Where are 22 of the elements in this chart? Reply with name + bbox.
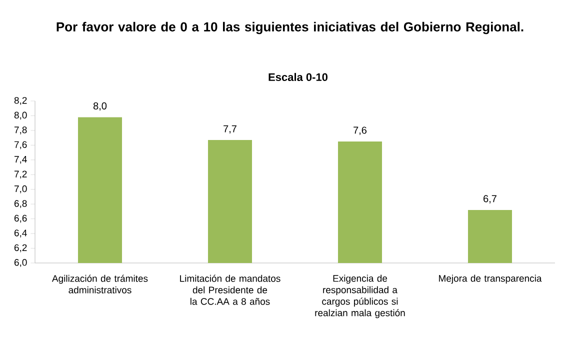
data-label: 7,6 xyxy=(354,126,367,135)
y-tick-label: 8,2 xyxy=(14,97,27,105)
y-tick-label: 6,8 xyxy=(14,200,27,208)
y-tick-label: 6,4 xyxy=(14,230,27,238)
chart-title: Por favor valore de 0 a 10 las siguientes iniciativas del Gobierno Regional. xyxy=(56,22,524,34)
x-tick-label: Exigencia de responsabilidad a cargos públicos si realzian mala gestión xyxy=(315,274,405,318)
x-tick-label: Agilización de trámites administrativos xyxy=(52,274,148,294)
chart-subtitle: Escala 0-10 xyxy=(268,72,328,82)
x-tick-label: Mejora de transparencia xyxy=(439,274,542,284)
y-tick-label: 8,0 xyxy=(14,112,27,120)
y-tick-label: 7,2 xyxy=(14,170,27,179)
data-label: 6,7 xyxy=(484,195,496,204)
y-tick-label: 7,0 xyxy=(14,185,27,194)
y-tick-label: 7,6 xyxy=(14,141,27,150)
data-label: 7,7 xyxy=(224,125,236,134)
y-tick-label: 6,0 xyxy=(14,259,27,267)
y-tick-label: 6,6 xyxy=(14,214,27,223)
data-label: 8,0 xyxy=(93,102,107,111)
y-tick-label: 7,8 xyxy=(14,126,27,134)
y-tick-label: 6,2 xyxy=(14,244,27,252)
x-tick-label: Limitación de mandatos del Presidente de la CC.AA a 8 años xyxy=(180,274,280,305)
y-tick-label: 7,4 xyxy=(14,156,27,164)
